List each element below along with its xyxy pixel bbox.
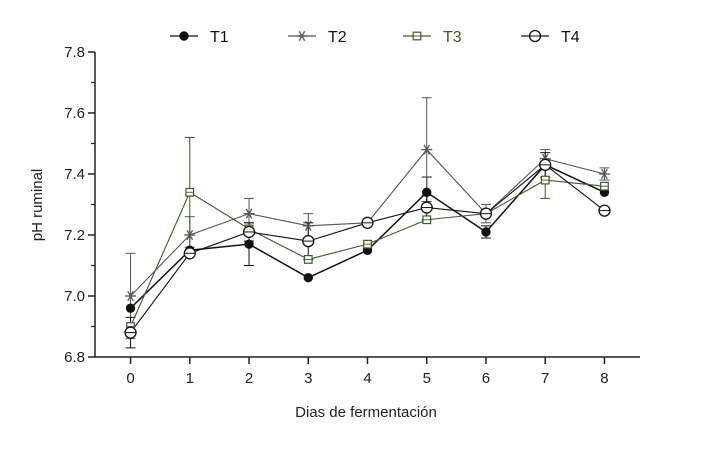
x-tick-label: 3: [304, 370, 312, 387]
axes: 6.8 7.0 7.2 7.4 7.6 7.8 0 1 2 3 4 5 6 7 8: [64, 44, 640, 387]
y-tick-label: 7.2: [64, 227, 85, 244]
data-point-t1: [303, 273, 313, 283]
data-point-t3: [303, 255, 313, 264]
x-tick-label: 7: [541, 370, 549, 387]
data-point-t2: [184, 229, 196, 241]
data-point-t4: [479, 207, 493, 220]
y-tick-label: 6.8: [64, 349, 85, 366]
data-point-t1: [481, 227, 491, 237]
x-tick-label: 5: [423, 370, 431, 387]
data-point-t4: [539, 158, 552, 172]
asterisk-stroke: [423, 144, 431, 155]
data-point-t4: [124, 326, 137, 339]
asterisk-stroke: [601, 168, 608, 180]
data-point-t3: [600, 181, 609, 191]
x-tick-label: 0: [126, 370, 134, 387]
data-point-t1: [125, 303, 136, 313]
asterisk-stroke: [298, 30, 306, 42]
legend-label-t4: T4: [561, 29, 580, 46]
data-point-t1: [422, 187, 432, 198]
legend-marker-t4: [528, 29, 542, 43]
legend-item-t4: T4: [521, 29, 580, 46]
legend-item-t3: T3: [403, 29, 462, 46]
data-point-t4: [361, 216, 374, 229]
data-point-t4: [302, 234, 315, 248]
asterisk-stroke: [186, 229, 194, 241]
y-tick-label: 7.4: [64, 166, 85, 183]
series-markers: [124, 144, 611, 339]
x-tick-label: 1: [186, 370, 194, 387]
asterisk-stroke: [304, 220, 312, 231]
data-point-t3: [422, 215, 432, 225]
x-tick-label: 6: [482, 370, 490, 387]
x-tick-label: 8: [600, 370, 608, 387]
data-point-t2: [243, 208, 255, 219]
data-point-t1: [244, 239, 254, 249]
legend-marker-t3: [412, 31, 422, 41]
data-point-t3: [185, 187, 195, 197]
x-tick-label: 2: [245, 370, 253, 387]
y-tick-label: 7.6: [64, 105, 85, 122]
data-point-t2: [302, 220, 314, 231]
legend-marker-t1: [179, 31, 189, 41]
data-point-t2: [598, 168, 610, 180]
data-point-t2: [125, 290, 137, 302]
asterisk-stroke: [127, 290, 134, 302]
data-point-t4: [598, 204, 611, 217]
legend-item-t2: T2: [288, 29, 347, 46]
y-axis-title: pH ruminal: [29, 169, 46, 242]
x-axis-title: Dias de fermentación: [295, 404, 437, 421]
legend-label-t2: T2: [328, 29, 347, 46]
data-point-t4: [420, 201, 433, 214]
data-point-t3: [540, 175, 550, 185]
asterisk-stroke: [245, 208, 253, 219]
data-point-t4: [183, 247, 196, 260]
legend-marker-t2: [296, 30, 308, 42]
data-point-t4: [242, 225, 256, 239]
x-tick-label: 4: [363, 370, 371, 387]
data-point-t3: [363, 239, 372, 249]
legend-item-t1: T1: [170, 29, 229, 46]
legend-label-t3: T3: [443, 29, 462, 46]
y-tick-label: 7.0: [64, 288, 85, 305]
data-point-t2: [421, 144, 433, 155]
y-tick-label: 7.8: [64, 44, 85, 61]
legend: T1 T2 T3 T4: [170, 29, 580, 46]
legend-label-t1: T1: [210, 29, 229, 46]
